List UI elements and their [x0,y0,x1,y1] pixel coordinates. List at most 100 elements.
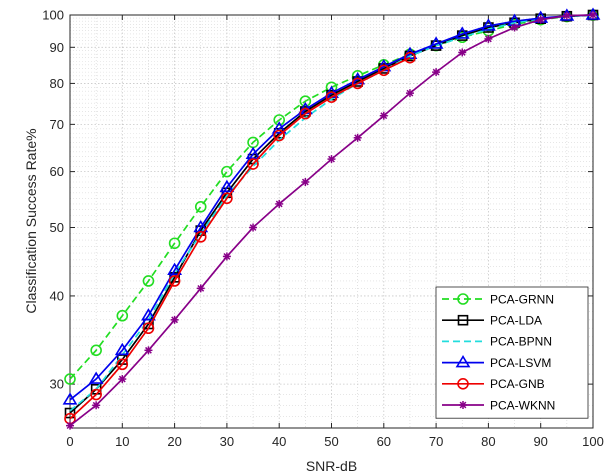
y-axis-ticks: 30 40 50 60 70 80 90 100 [42,8,593,392]
y-tick-label: 40 [50,288,64,303]
series-line-pca-bpnn [69,14,594,412]
series-line-pca-lda [69,14,594,414]
legend: PCA-GRNN PCA-LDA PCA-BPNN PCA-LSVM PCA-GNB PC… [435,286,589,419]
data-point-pca-wknn [118,375,127,384]
data-point-pca-lsvm [88,371,104,384]
y-axis-label: Classification Success Rate% [23,128,39,313]
data-point-pca-grnn [194,200,207,213]
data-point-pca-wknn [275,199,284,208]
data-point-pca-lsvm [219,179,235,193]
data-point-pca-gnb [116,358,129,371]
data-point-pca-wknn [536,15,545,24]
data-point-pca-wknn [458,48,467,57]
data-point-pca-gnb [377,64,390,77]
asterisk-stroke [354,134,362,142]
asterisk-stroke [118,375,126,383]
data-point-pca-grnn [90,344,102,357]
data-point-pca-wknn [249,223,258,232]
data-point-pca-lsvm [480,18,496,31]
legend-label-pca-lda: PCA-LDA [490,314,542,328]
data-point-pca-gnb [404,51,416,64]
asterisk-stroke [197,284,205,292]
legend-label-pca-gnb: PCA-GNB [490,377,545,391]
data-point-pca-wknn [222,252,231,261]
data-point-pca-grnn [273,114,286,126]
data-point-pca-lsvm [141,308,156,321]
data-point-pca-grnn [221,165,233,178]
legend-marker-pca-grnn [457,293,469,305]
data-point-pca-lsvm [114,342,130,356]
x-tick-label: 60 [377,434,391,449]
y-tick-label: 90 [50,40,64,55]
x-axis-label: SNR-dB [306,458,357,474]
asterisk-stroke [66,422,74,430]
data-point-pca-grnn [142,275,155,287]
legend-marker-pca-gnb [457,377,469,390]
y-tick-label: 80 [50,76,64,91]
data-point-pca-gnb [194,231,207,243]
x-tick-label: 40 [272,434,286,449]
asterisk-stroke [563,12,571,20]
data-point-pca-grnn [299,95,312,107]
x-tick-label: 80 [481,434,495,449]
asterisk-stroke [92,401,100,409]
data-point-pca-wknn [379,111,388,120]
series-pca-gnb [64,51,416,425]
x-tick-label: 30 [220,434,234,449]
data-point-pca-gnb [221,192,233,205]
legend-label-pca-wknn: PCA-WKNN [490,398,555,412]
data-point-pca-wknn [170,315,179,324]
asterisk-stroke [432,68,440,76]
asterisk-stroke [459,401,467,409]
data-point-pca-gnb [325,91,338,103]
data-point-pca-lsvm [428,36,444,49]
asterisk-stroke [145,346,152,354]
asterisk-stroke [458,49,466,56]
series-layer [62,7,601,430]
legend-entry-pca-gnb: PCA-GNB [442,377,545,391]
data-point-pca-gnb [351,77,364,90]
data-point-pca-wknn [484,34,493,43]
asterisk-stroke [406,89,414,97]
series-pca-bpnn [69,14,594,412]
data-point-pca-lsvm [167,262,183,276]
asterisk-stroke [171,316,179,324]
series-pca-wknn [66,11,597,430]
legend-entry-pca-lsvm: PCA-LSVM [442,355,551,370]
data-point-pca-gnb [168,275,181,287]
data-point-pca-wknn [510,23,519,32]
legend-label-pca-bpnn: PCA-BPNN [490,335,552,349]
legend-entry-pca-grnn: PCA-GRNN [442,292,554,306]
data-point-pca-wknn [196,284,205,293]
asterisk-stroke [537,16,545,24]
y-tick-label: 100 [42,8,64,23]
asterisk-stroke [589,11,597,19]
data-point-pca-wknn [562,11,571,20]
legend-marker-pca-wknn [459,401,467,409]
legend-marker-pca-lda [457,314,469,326]
data-point-pca-wknn [92,401,101,410]
data-point-pca-wknn [66,421,74,430]
asterisk-stroke [301,178,309,186]
legend-label-pca-grnn: PCA-GRNN [490,292,554,306]
y-tick-label: 70 [50,117,64,132]
y-tick-label: 30 [50,377,64,392]
legend-entry-pca-lda: PCA-LDA [442,314,542,328]
data-point-pca-gnb [299,107,312,120]
data-point-pca-wknn [327,155,336,164]
legend-marker-pca-lsvm [455,355,471,368]
legend-label-pca-lsvm: PCA-LSVM [490,356,551,370]
asterisk-stroke [275,200,283,208]
data-point-pca-gnb [90,388,102,401]
x-tick-label: 50 [324,434,338,449]
data-point-pca-grnn [116,309,129,322]
x-tick-label: 0 [66,434,73,449]
legend-box [435,286,589,419]
data-point-pca-wknn [432,68,441,77]
x-axis-ticks: 0 10 20 30 40 50 60 70 80 90 100 [66,15,604,449]
data-point-pca-grnn [168,237,181,250]
x-tick-label: 10 [115,434,129,449]
series-line-pca-lsvm [69,14,594,401]
data-point-pca-wknn [301,178,310,187]
